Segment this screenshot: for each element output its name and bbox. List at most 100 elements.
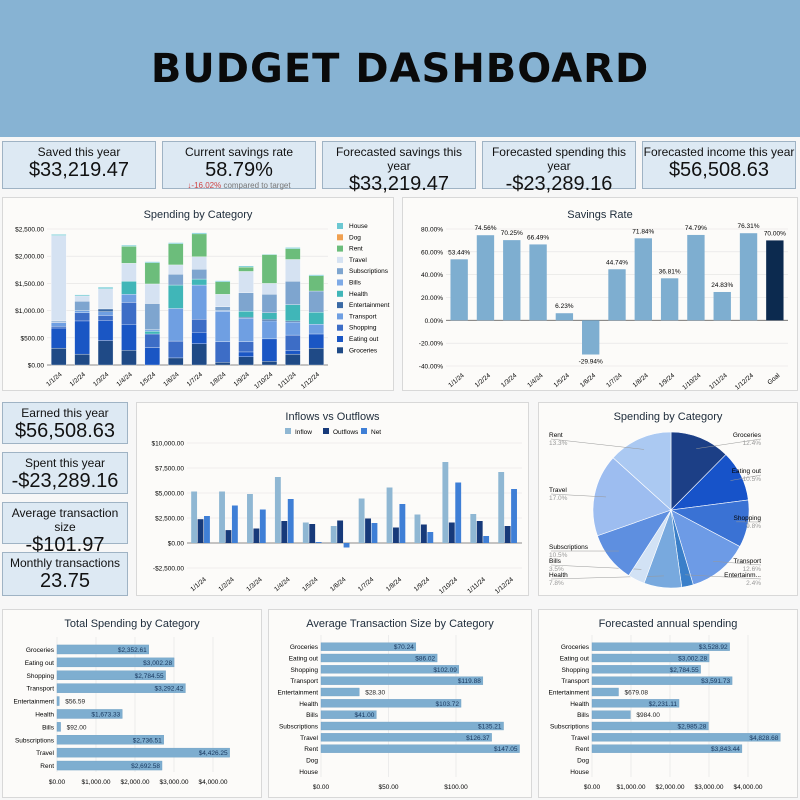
x-tick-label: 1/10/24 <box>438 576 459 595</box>
savings-rate-chart: Savings Rate -40.00% -20.00% 0.00% 20.00% 40.… <box>402 197 798 391</box>
slice-label: Groceries <box>733 432 762 439</box>
x-tick-label: 1/8/24 <box>385 576 404 593</box>
category-label: Entertainment <box>278 690 319 697</box>
bar-outflows <box>281 521 288 543</box>
stack-segment-house <box>238 265 254 268</box>
x-tick-label: 1/5/24 <box>139 371 158 388</box>
kpi-value: 23.75 <box>39 570 91 592</box>
y-tick-label: 40.00% <box>421 272 443 279</box>
chart-svg: Spending by Category $0.00 $500.00 $1,000.0… <box>15 209 390 390</box>
bar <box>56 722 61 732</box>
savings-bar <box>660 278 679 321</box>
x-tick-label: 1/7/24 <box>357 576 376 593</box>
slice-label: Bills <box>549 558 562 565</box>
savings-bar <box>529 244 547 321</box>
stack-segment-subscriptions <box>308 290 324 313</box>
stack-segment-health <box>261 312 278 320</box>
stack-segment-shopping <box>191 319 207 333</box>
bar <box>591 721 709 731</box>
kpi-label: Spent this year <box>24 456 106 470</box>
data-label: $147.05 <box>494 746 518 753</box>
data-label: 36.81% <box>659 268 681 275</box>
slice-label: Health <box>549 572 568 579</box>
slice-percent: 7.8% <box>549 580 564 587</box>
slice-percent: 2.4% <box>746 580 761 587</box>
x-tick-label: 1/11/24 <box>708 372 729 390</box>
stack-segment-groceries <box>238 356 254 366</box>
slice-label: Transport <box>733 558 761 565</box>
stack-segment-shopping <box>74 312 90 322</box>
bar-net <box>231 505 238 543</box>
stack-segment-entertainment <box>285 320 301 323</box>
category-label: Travel <box>36 750 54 757</box>
legend-swatch <box>337 324 343 331</box>
x-tick-label: 1/6/24 <box>162 371 181 388</box>
slice-label: Entertainm... <box>724 572 761 579</box>
bar <box>56 644 149 655</box>
stack-segment-groceries <box>285 353 301 366</box>
bar <box>320 665 460 674</box>
slice-percent: 9.8% <box>746 523 761 530</box>
legend-swatch <box>337 279 343 286</box>
category-label: Dog <box>577 758 589 765</box>
data-label: $86.02 <box>415 656 435 663</box>
legend-label: Net <box>371 429 381 436</box>
chart-svg: Savings Rate -40.00% -20.00% 0.00% 20.00% 40.… <box>419 209 788 390</box>
x-tick-label: 1/6/24 <box>579 372 598 389</box>
bar-inflow <box>274 477 281 543</box>
legend-label: House <box>349 223 368 230</box>
data-label: 66.49% <box>527 234 549 241</box>
bar-outflows <box>420 524 427 543</box>
stack-segment-eating-out <box>191 332 207 344</box>
data-label: $2,231.11 <box>649 701 678 708</box>
forecasted-annual-spending-chart: Forecasted annual spending $0.00 $1,000.00… <box>538 609 798 798</box>
x-tick-label: 1/3/24 <box>500 372 519 389</box>
bar <box>320 721 504 731</box>
x-tick-label: $100.00 <box>444 784 468 791</box>
savings-bar <box>450 259 468 321</box>
stack-segment-house <box>214 280 231 282</box>
data-label: $135.21 <box>478 724 502 731</box>
bar <box>320 733 492 742</box>
bar <box>591 676 733 685</box>
data-label: 24.83% <box>711 282 733 289</box>
legend-swatch <box>337 302 343 309</box>
stack-segment-eating-out <box>238 351 254 357</box>
bar-outflows <box>197 519 204 543</box>
bar-net <box>511 489 517 543</box>
x-tick-label: $3,000.00 <box>695 784 724 791</box>
stack-segment-eating-out <box>285 350 301 355</box>
data-label: $119.88 <box>458 678 481 685</box>
bar-outflows <box>393 527 399 543</box>
y-tick-label: $0.00 <box>168 541 185 548</box>
y-tick-label: 20.00% <box>421 295 443 302</box>
data-label: $92.00 <box>67 724 87 731</box>
stack-segment-transport <box>308 324 324 335</box>
legend-label: Rent <box>349 246 363 253</box>
bar <box>320 687 360 697</box>
slice-label: Travel <box>549 487 567 494</box>
bar <box>591 699 680 708</box>
stack-segment-subscriptions <box>261 294 278 313</box>
legend-swatch <box>337 234 343 241</box>
x-tick-label: $1,000.00 <box>82 779 111 786</box>
legend-label: Inflow <box>295 429 312 436</box>
delta-note: compared to target <box>223 181 291 190</box>
bar <box>320 710 377 719</box>
stack-segment-shopping <box>238 341 254 353</box>
bar <box>591 733 781 742</box>
stack-segment-transport <box>238 318 254 342</box>
category-label: Groceries <box>290 644 319 651</box>
legend-label: Groceries <box>349 347 378 354</box>
bar <box>591 710 631 719</box>
data-label: $2,784.55 <box>670 667 699 674</box>
bar <box>56 709 123 719</box>
stack-segment-groceries <box>121 350 137 366</box>
leader-line <box>712 561 762 566</box>
savings-bar <box>503 240 521 321</box>
x-tick-label: 1/8/24 <box>209 371 228 388</box>
bar-outflows <box>448 522 455 543</box>
bar-inflow <box>414 514 421 543</box>
leader-line <box>550 438 645 450</box>
stack-segment-house <box>308 274 324 276</box>
